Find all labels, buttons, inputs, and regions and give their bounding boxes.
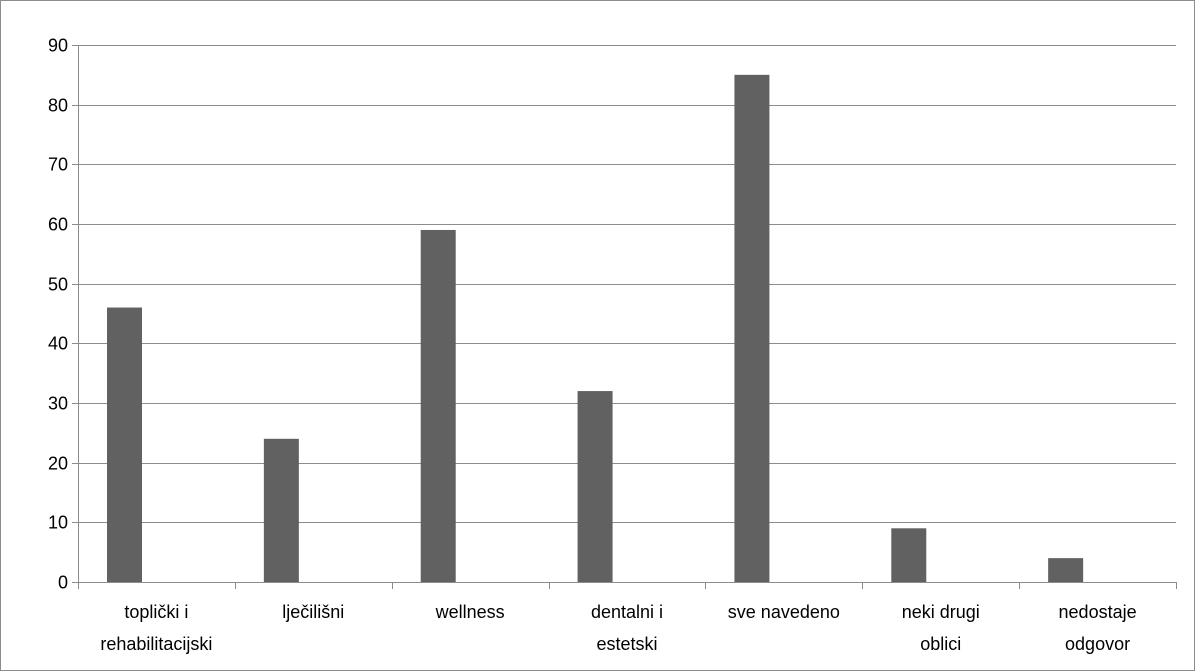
gridlines bbox=[72, 45, 1176, 583]
y-tick-label-40: 40 bbox=[48, 334, 68, 354]
y-tick-label-0: 0 bbox=[58, 573, 68, 593]
bars bbox=[107, 74, 1084, 582]
x-tick-label-6-1: odgovor bbox=[1065, 634, 1130, 654]
y-tick-label-90: 90 bbox=[48, 36, 68, 56]
x-tick-label-2-0: wellness bbox=[435, 602, 505, 622]
x-tick-label-3-0: dentalni i bbox=[591, 602, 663, 622]
y-tick-label-20: 20 bbox=[48, 454, 68, 474]
y-tick-label-10: 10 bbox=[48, 513, 68, 533]
x-tick-label-4-0: sve navedeno bbox=[728, 602, 840, 622]
x-tick-label-0-0: toplički i bbox=[124, 602, 188, 622]
bar-1 bbox=[263, 438, 299, 582]
x-tick-label-6-0: nedostaje bbox=[1059, 602, 1137, 622]
x-tick-label-5-0: neki drugi bbox=[902, 602, 980, 622]
bar-2 bbox=[420, 229, 456, 582]
x-tick-label-0-1: rehabilitacijski bbox=[100, 634, 212, 654]
x-category-labels: toplički i rehabilitacijski lječilišni well… bbox=[100, 602, 1136, 654]
bar-5 bbox=[891, 528, 927, 582]
bar-3 bbox=[577, 391, 613, 582]
y-tick-label-50: 50 bbox=[48, 275, 68, 295]
bar-4 bbox=[734, 74, 770, 582]
y-tick-label-70: 70 bbox=[48, 155, 68, 175]
y-tick-label-80: 80 bbox=[48, 96, 68, 116]
y-tick-label-60: 60 bbox=[48, 215, 68, 235]
x-tick-label-3-1: estetski bbox=[596, 634, 657, 654]
y-tick-labels: 0 10 20 30 40 50 60 70 80 90 bbox=[48, 36, 68, 593]
y-tick-label-30: 30 bbox=[48, 394, 68, 414]
bar-0 bbox=[107, 307, 142, 582]
axes bbox=[78, 45, 1177, 589]
bar-6 bbox=[1048, 558, 1084, 582]
x-tick-label-1-0: lječilišni bbox=[282, 602, 344, 622]
x-tick-label-5-1: oblici bbox=[920, 634, 961, 654]
